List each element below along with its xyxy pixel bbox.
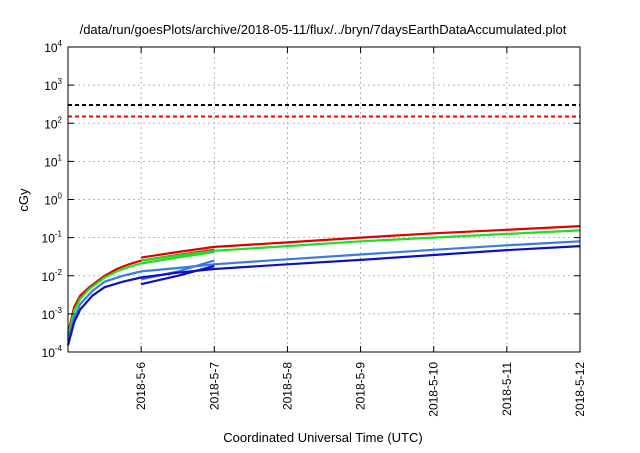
y-tick-label: 101 — [44, 153, 62, 169]
y-tick-label: 100 — [44, 192, 62, 208]
y-tick-label: 104 — [44, 39, 62, 55]
y-tick-label: 10-3 — [42, 306, 63, 322]
y-tick-label: 10-4 — [42, 344, 63, 360]
y-axis-label: cGy — [16, 188, 31, 212]
x-tick-label: 2018-5-10 — [427, 362, 441, 417]
series-line — [66, 240, 581, 341]
x-axis-label: Coordinated Universal Time (UTC) — [223, 430, 422, 445]
y-tick-label: 103 — [44, 77, 62, 93]
chart-title: /data/run/goesPlots/archive/2018-05-11/f… — [80, 22, 567, 37]
series-line — [140, 225, 581, 259]
y-tick-label: 10-1 — [42, 230, 63, 246]
x-tick-labels: 2018-5-6 2018-5-7 2018-5-8 2018-5-9 2018-5-1… — [134, 362, 587, 417]
x-tick-label: 2018-5-9 — [354, 362, 368, 410]
y-tick-label: 10-2 — [42, 268, 63, 284]
series-line — [66, 250, 215, 338]
y-tick-label: 102 — [44, 115, 62, 131]
series-line — [140, 264, 215, 286]
x-tick-label: 2018-5-11 — [500, 362, 514, 416]
x-tick-label: 2018-5-8 — [280, 362, 294, 410]
series-lines — [66, 225, 581, 346]
reference-lines — [68, 104, 580, 118]
grid — [68, 47, 580, 352]
x-tick-label: 2018-5-7 — [207, 362, 221, 410]
series-line — [66, 245, 581, 346]
axis-ticks — [68, 46, 581, 353]
x-tick-label: 2018-5-12 — [573, 362, 587, 417]
y-tick-labels: 10-4 10-3 10-2 10-1 100 101 102 103 104 — [42, 39, 63, 360]
x-tick-label: 2018-5-6 — [134, 362, 148, 410]
series-line — [140, 229, 581, 262]
